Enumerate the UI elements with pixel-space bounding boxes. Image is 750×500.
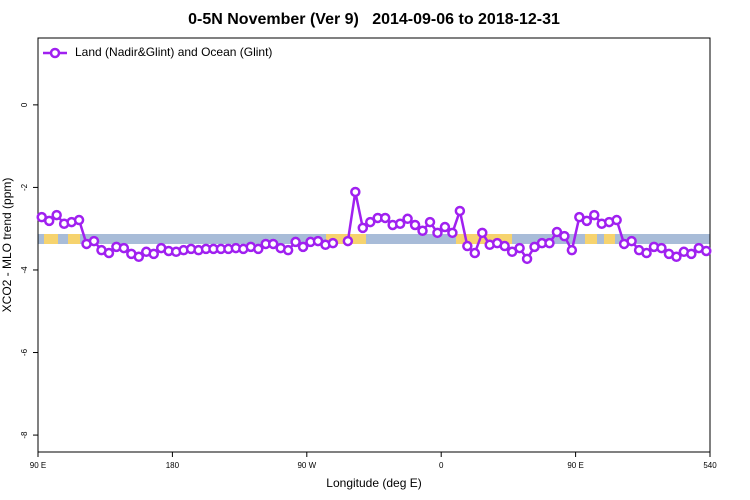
- data-point: [559, 230, 570, 242]
- data-point: [641, 247, 652, 259]
- data-point: [253, 243, 264, 255]
- data-point: [447, 227, 458, 239]
- data-point: [350, 186, 361, 198]
- y-tick-label: -8: [20, 431, 29, 439]
- data-point: [462, 240, 473, 252]
- data-point: [477, 227, 488, 239]
- legend-label: Land (Nadir&Glint) and Ocean (Glint): [75, 45, 272, 59]
- data-point: [379, 212, 391, 224]
- x-tick-label: 540: [703, 461, 717, 470]
- data-point: [417, 225, 428, 237]
- x-axis-label: Longitude (deg E): [326, 476, 421, 490]
- ocean-band: [38, 234, 710, 244]
- land-band: [585, 234, 597, 244]
- data-point: [297, 241, 309, 253]
- data-point: [267, 238, 279, 250]
- data-point: [103, 247, 115, 259]
- y-tick-label: -6: [20, 348, 29, 356]
- y-tick-label: -2: [20, 183, 29, 191]
- data-point: [357, 222, 369, 234]
- data-point: [394, 218, 406, 229]
- data-point: [133, 251, 145, 263]
- land-band: [456, 234, 512, 244]
- x-tick-label: 90 W: [297, 461, 316, 470]
- data-point: [118, 242, 130, 254]
- data-point: [327, 237, 339, 249]
- x-tick-label: 180: [166, 461, 180, 470]
- data-point: [439, 221, 451, 233]
- data-point: [88, 235, 100, 247]
- data-point: [611, 214, 622, 226]
- data-point: [148, 248, 159, 260]
- data-point: [521, 253, 533, 265]
- data-point: [469, 247, 481, 259]
- data-point: [686, 248, 697, 260]
- data-point: [73, 214, 85, 226]
- chart-title: 0-5N November (Ver 9) 2014-09-06 to 2018…: [188, 11, 560, 28]
- y-axis-label: XCO2 - MLO trend (ppm): [0, 178, 14, 313]
- data-point: [701, 245, 712, 257]
- data-point: [544, 237, 555, 249]
- data-point: [671, 251, 682, 263]
- data-point: [365, 216, 376, 228]
- data-point: [626, 235, 637, 247]
- data-point: [43, 215, 55, 227]
- y-tick-label: 0: [20, 102, 29, 107]
- land-band: [604, 234, 615, 244]
- land-band: [44, 234, 58, 244]
- data-point: [290, 236, 301, 248]
- data-point: [282, 244, 294, 256]
- data-point: [51, 209, 62, 221]
- plot-frame: [37, 37, 711, 453]
- data-point: [432, 227, 443, 239]
- surface-band: [38, 234, 710, 244]
- data-point: [566, 244, 578, 256]
- x-tick-label: 0: [439, 461, 444, 470]
- data-point: [499, 240, 510, 252]
- x-tick-label: 90 E: [30, 461, 46, 470]
- land-band: [68, 234, 80, 244]
- data-point: [402, 213, 413, 225]
- legend-marker: [49, 47, 61, 59]
- data-point: [514, 242, 525, 254]
- y-tick-label: -4: [20, 266, 29, 274]
- data-point: [409, 219, 421, 231]
- data-point: [589, 209, 600, 221]
- data-point: [424, 216, 436, 228]
- data-point: [342, 235, 354, 247]
- data-point: [656, 242, 667, 254]
- x-tick-label: 90 E: [567, 461, 583, 470]
- data-point: [551, 226, 563, 238]
- data-point: [581, 215, 593, 227]
- data-point: [454, 205, 466, 217]
